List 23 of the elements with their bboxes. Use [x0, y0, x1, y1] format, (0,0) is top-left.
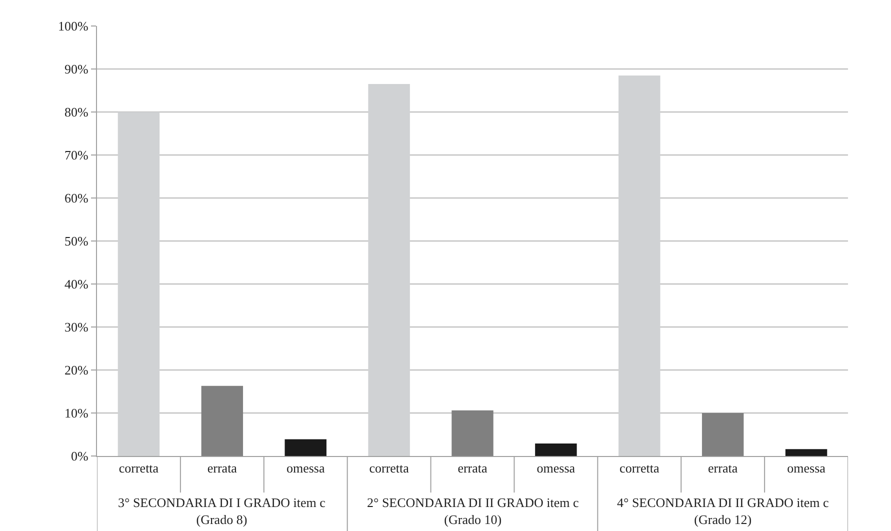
x-tick-label: omessa: [787, 460, 826, 476]
y-tick-label: 100%: [58, 18, 89, 34]
y-tick-label: 40%: [64, 276, 89, 292]
y-tick-label: 30%: [64, 320, 89, 335]
x-tick-label: omessa: [536, 460, 576, 476]
y-tick-label: 20%: [64, 362, 89, 378]
y-tick-label: 70%: [64, 148, 89, 163]
y-tick-label: 10%: [64, 406, 89, 421]
text: 4° SECONDARIA DI II GRADO item c (Grado 12): [617, 495, 829, 527]
x-tick-label: corretta: [369, 460, 410, 476]
y-tick-label: 0%: [71, 448, 89, 464]
y-tick-label: 50%: [64, 234, 89, 249]
x-tick-label: corretta: [118, 460, 159, 476]
x-tick-label: errata: [207, 460, 238, 476]
text: 2° SECONDARIA DI II GRADO item c (Grado 10): [367, 495, 579, 527]
x-tick-label: omessa: [286, 460, 325, 476]
x-tick-label: corretta: [620, 460, 660, 476]
y-tick-label: 90%: [64, 62, 89, 77]
y-tick-label: 60%: [64, 190, 89, 206]
y-tick-label: 80%: [64, 104, 89, 120]
text: 3° SECONDARIA DI I GRADO item c (Grado 8): [118, 495, 326, 527]
x-tick-label: errata: [458, 460, 488, 476]
x-tick-label: errata: [708, 460, 738, 476]
